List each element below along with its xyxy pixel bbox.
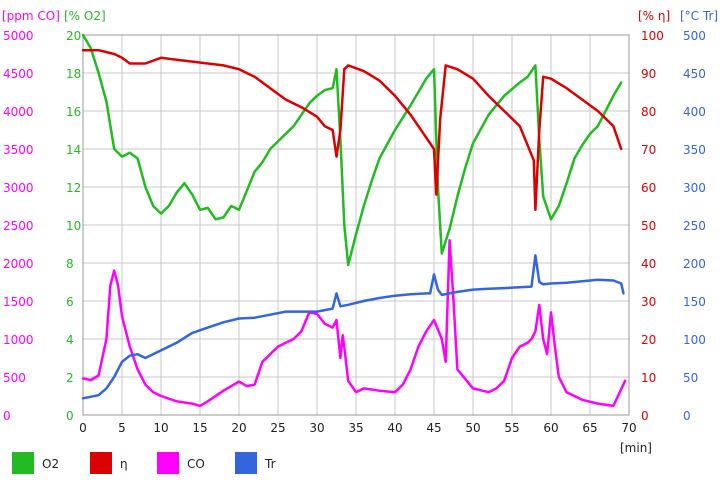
y-tick-label: 2500 [3, 219, 34, 233]
legend-label: CO [187, 457, 205, 471]
y-tick-label: 250 [683, 219, 706, 233]
y-tick-label: 3000 [3, 181, 34, 195]
y-tick-label: 4000 [3, 105, 34, 119]
x-tick-label: 60 [543, 421, 558, 435]
y-tick-label: 40 [641, 257, 656, 271]
y-tick-label: 6 [66, 295, 74, 309]
y-tick-label: 70 [641, 143, 656, 157]
y-tick-label: 16 [66, 105, 81, 119]
y-tick-label: 3500 [3, 143, 34, 157]
y-tick-label: 400 [683, 105, 706, 119]
y-tick-label: 50 [683, 371, 698, 385]
x-axis: 0 5 10 15 20 25 30 35 40 45 50 55 60 65 70 [79, 421, 636, 435]
y-tick-label: 0 [641, 409, 649, 423]
legend-swatch [90, 452, 112, 474]
legend-swatch [235, 452, 257, 474]
y-tick-label: 60 [641, 181, 656, 195]
y-axis-o2: 0 2 4 6 8 10 12 14 16 18 20 [% O2] [64, 9, 106, 423]
y-tick-label: 8 [66, 257, 74, 271]
y-tick-label: 10 [641, 371, 656, 385]
series-line-Tr [81, 254, 625, 400]
y-tick-label: 50 [641, 219, 656, 233]
y-axes: 0500100015002000250030003500400045005000… [2, 9, 718, 423]
x-tick-label: 50 [465, 421, 480, 435]
y-axis-unit-tr: [°C Tr] [680, 9, 718, 23]
plot-frame [82, 34, 630, 416]
legend-label: O2 [42, 457, 59, 471]
x-tick-label: 0 [79, 421, 87, 435]
y-tick-label: 30 [641, 295, 656, 309]
y-tick-label: 20 [66, 29, 81, 43]
legend-swatch [157, 452, 179, 474]
y-tick-label: 1500 [3, 295, 34, 309]
y-tick-label: 2 [66, 371, 74, 385]
y-tick-label: 300 [683, 181, 706, 195]
x-tick-label: 5 [118, 421, 126, 435]
y-axis-unit-co: [ppm CO] [2, 9, 60, 23]
y-tick-label: 0 [683, 409, 691, 423]
y-tick-label: 350 [683, 143, 706, 157]
x-tick-label: 30 [309, 421, 324, 435]
y-tick-label: 100 [641, 29, 664, 43]
x-tick-label: 20 [231, 421, 246, 435]
y-tick-label: 0 [66, 409, 74, 423]
y-tick-label: 18 [66, 67, 81, 81]
x-tick-label: 15 [192, 421, 207, 435]
y-tick-label: 5000 [3, 29, 34, 43]
y-tick-label: 4 [66, 333, 74, 347]
x-tick-label: 10 [153, 421, 168, 435]
x-tick-label: 45 [426, 421, 441, 435]
y-tick-label: 150 [683, 295, 706, 309]
legend-label: η [120, 457, 128, 471]
y-tick-label: 14 [66, 143, 81, 157]
y-axis-co: 0 500 1000 1500 2000 2500 3000 3500 4000 4500 5000… [2, 9, 60, 423]
legend-label: Tr [264, 457, 276, 471]
legend-item-η: η [90, 452, 128, 474]
x-axis-label: [min] [620, 441, 652, 455]
y-tick-label: 80 [641, 105, 656, 119]
series-line-η [81, 48, 623, 212]
legend-item-O2: O2 [12, 452, 59, 474]
y-axis-eta: 0 10 20 30 40 50 60 70 80 90 100 [% η] [638, 9, 670, 423]
y-tick-label: 10 [66, 219, 81, 233]
x-tick-label: 35 [348, 421, 363, 435]
y-tick-label: 100 [683, 333, 706, 347]
y-tick-label: 500 [3, 371, 26, 385]
x-tick-label: 40 [387, 421, 402, 435]
y-tick-label: 500 [683, 29, 706, 43]
legend-swatch [12, 452, 34, 474]
legend-item-CO: CO [157, 452, 205, 474]
y-tick-label: 0 [3, 409, 11, 423]
y-tick-label: 90 [641, 67, 656, 81]
y-tick-label: 450 [683, 67, 706, 81]
legend: O2 η CO Tr [12, 452, 276, 474]
y-axis-unit-eta: [% η] [638, 9, 670, 23]
x-tick-label: 55 [504, 421, 519, 435]
x-tick-label: 25 [270, 421, 285, 435]
y-tick-label: 20 [641, 333, 656, 347]
series-layer [81, 33, 627, 408]
y-tick-label: 2000 [3, 257, 34, 271]
series-line-CO [81, 238, 627, 408]
y-axis-tr: 0 50 100 150 200 250 300 350 400 450 500 [°C Tr] [680, 9, 718, 423]
y-axis-unit-o2: [% O2] [64, 9, 106, 23]
y-tick-label: 12 [66, 181, 81, 195]
y-tick-label: 4500 [3, 67, 34, 81]
y-tick-label: 1000 [3, 333, 34, 347]
legend-item-Tr: Tr [235, 452, 276, 474]
x-tick-label: 70 [621, 421, 636, 435]
x-tick-label: 65 [582, 421, 597, 435]
y-tick-label: 200 [683, 257, 706, 271]
